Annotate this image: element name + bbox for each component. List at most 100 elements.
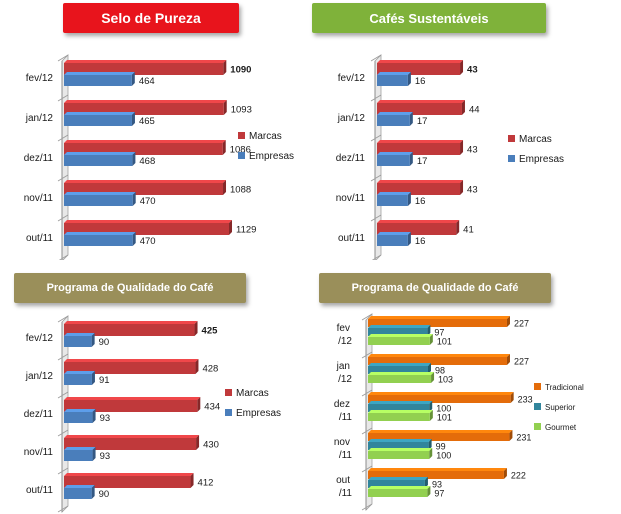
category-label: nov/11	[336, 193, 366, 204]
bar-top-tradicional	[368, 392, 514, 395]
bar-top-gourmet	[368, 334, 433, 337]
legend-swatch-empresas	[238, 152, 245, 159]
bar-top-superior	[368, 325, 431, 328]
data-label: 17	[417, 156, 428, 167]
bar-side-empresas	[92, 409, 96, 423]
bar-top-marcas	[64, 140, 226, 143]
category-label: nov	[334, 437, 350, 448]
bar-top-gourmet	[368, 410, 433, 413]
data-label: 97	[434, 489, 444, 499]
data-label: 16	[415, 196, 426, 207]
bar-empresas	[377, 155, 410, 166]
bar-side-tradicional	[510, 392, 514, 403]
bar-tradicional	[368, 433, 510, 441]
bar-top-marcas	[64, 359, 199, 362]
data-label: 99	[436, 442, 446, 452]
bar-side-superior	[428, 439, 432, 450]
banner-cafes-sustentaveis: Cafés Sustentáveis	[312, 3, 546, 33]
category-tick	[57, 174, 69, 182]
legend-swatch-marcas	[508, 135, 515, 142]
legend-label-gourmet: Gourmet	[545, 423, 577, 432]
data-label: 41	[463, 225, 474, 236]
bar-side-empresas	[409, 152, 413, 166]
legend-swatch-empresas	[225, 409, 232, 416]
chart-selo-de-pureza: 1090 464 fev/12 1093 465 jan/12 1086 468 dez/11 1…	[24, 54, 294, 260]
bar-top-gourmet	[368, 372, 435, 375]
bar-top-empresas	[64, 152, 136, 155]
chart-title: Selo de Pureza	[101, 10, 201, 26]
legend-swatch-superior	[534, 403, 541, 410]
bar-top-empresas	[64, 409, 96, 412]
bar-side-marcas	[197, 397, 201, 412]
legend-label-tradicional: Tradicional	[545, 383, 584, 392]
data-label: 1129	[236, 225, 256, 236]
bar-top-empresas	[377, 112, 413, 115]
bar-gourmet	[368, 451, 430, 459]
bar-side-marcas	[223, 60, 227, 75]
data-label: 464	[139, 76, 155, 87]
category-label: out/11	[26, 233, 53, 244]
legend-label-empresas: Empresas	[249, 151, 294, 162]
bar-side-marcas	[460, 140, 464, 155]
bar-top-marcas	[377, 100, 465, 103]
category-tick	[370, 174, 382, 182]
panel-cafes-sustentaveis: Cafés Sustentáveis 43 16 fev/12 44 17 jan/12 4…	[310, 0, 621, 260]
data-label: 233	[518, 395, 533, 405]
chart-cafes-sustentaveis: 43 16 fev/12 44 17 jan/12 43 17 dez/11 43 16 nov/11…	[336, 54, 564, 260]
data-label: 1088	[230, 185, 251, 196]
bar-empresas	[64, 235, 133, 246]
category-tick	[57, 94, 69, 102]
bar-top-tradicional	[368, 468, 507, 471]
bar-empresas	[64, 488, 92, 499]
bar-marcas	[64, 476, 191, 488]
bar-top-empresas	[377, 232, 411, 235]
bar-side-marcas	[223, 180, 227, 195]
category-tick	[57, 467, 69, 475]
banner-programa-qualidade-2: Programa de Qualidade do Café	[319, 273, 551, 303]
bar-side-marcas	[456, 220, 460, 235]
banner-programa-qualidade-1: Programa de Qualidade do Café	[14, 273, 246, 303]
bar-top-gourmet	[368, 448, 433, 451]
category-tick	[361, 503, 373, 511]
bar-top-empresas	[377, 72, 411, 75]
data-label: 1090	[230, 65, 251, 76]
bar-side-empresas	[92, 447, 96, 461]
category-label: /12	[338, 336, 352, 347]
bar-top-marcas	[64, 321, 198, 324]
banner-selo-de-pureza: Selo de Pureza	[63, 3, 239, 33]
bar-side-empresas	[131, 112, 135, 126]
legend-label-empresas: Empresas	[519, 154, 564, 165]
bar-side-gourmet	[431, 372, 435, 383]
bar-top-empresas	[64, 371, 95, 374]
category-tick	[370, 214, 382, 222]
bar-side-empresas	[91, 371, 95, 385]
bar-superior	[368, 404, 430, 412]
bar-side-empresas	[132, 152, 136, 166]
category-label: out/11	[338, 233, 365, 244]
panel-programa-qualidade-1: Programa de Qualidade do Café 425 90 fev/1…	[0, 262, 310, 514]
bar-marcas	[64, 362, 196, 374]
bar-superior	[368, 366, 428, 374]
data-label: 43	[467, 145, 478, 156]
bar-side-empresas	[407, 232, 411, 246]
category-label: jan/12	[337, 113, 366, 124]
bar-side-tradicional	[506, 316, 510, 327]
legend-label-empresas: Empresas	[236, 408, 281, 419]
bar-empresas	[377, 195, 408, 206]
category-tick	[361, 427, 373, 435]
bar-side-marcas	[195, 359, 199, 374]
bar-tradicional	[368, 471, 504, 479]
data-label: 43	[467, 185, 478, 196]
bar-top-empresas	[64, 333, 95, 336]
category-label: jan/12	[25, 113, 54, 124]
panel-selo-de-pureza: Selo de Pureza 1090 464 fev/12 1093 465 jan/1…	[0, 0, 310, 260]
data-label: 100	[436, 404, 451, 414]
bar-side-gourmet	[429, 448, 433, 459]
bar-side-empresas	[407, 72, 411, 86]
bar-gourmet	[368, 337, 430, 345]
bar-marcas	[64, 438, 197, 450]
data-label: 93	[432, 480, 442, 490]
category-tick	[57, 134, 69, 142]
category-label: jan	[336, 361, 350, 372]
category-tick	[361, 465, 373, 473]
